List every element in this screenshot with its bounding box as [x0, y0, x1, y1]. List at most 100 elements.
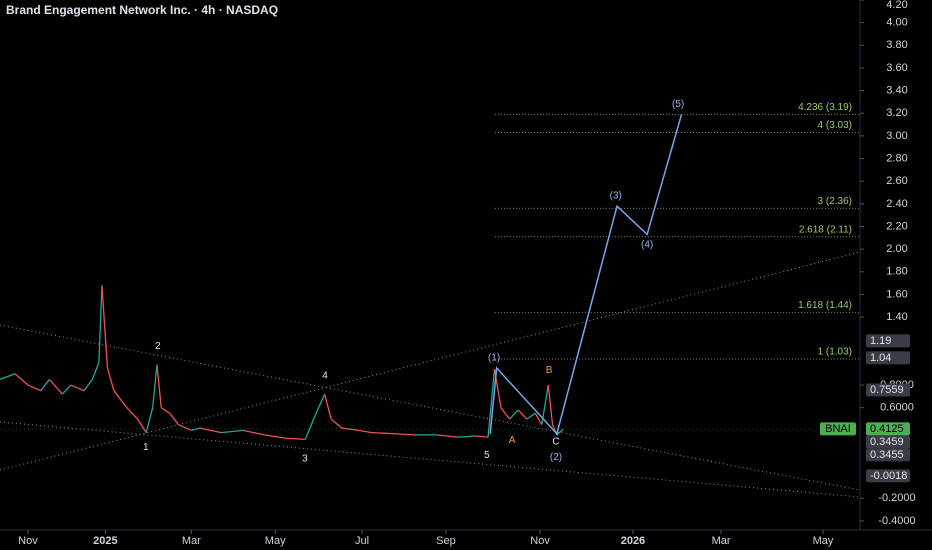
price-segment: [242, 429, 265, 436]
y-tick-label: 1.80: [886, 266, 907, 278]
price-segment: [457, 435, 476, 438]
y-tick-label: -0.4000: [878, 515, 915, 527]
price-segment: [113, 390, 128, 409]
ticker-label: BNAI: [825, 423, 851, 435]
price-segment: [40, 378, 50, 392]
y-tick-label: 3.80: [886, 39, 907, 51]
price-segment: [98, 285, 103, 363]
price-mark-box: [866, 351, 910, 365]
price-segment: [393, 433, 415, 436]
y-tick-label: 2.80: [886, 152, 907, 164]
wave-label: 5: [484, 450, 490, 461]
x-tick-label: Nov: [18, 535, 38, 547]
y-tick-label: 3.40: [886, 85, 907, 97]
price-segment: [14, 373, 29, 386]
price-segment: [106, 367, 115, 391]
price-segment: [475, 435, 489, 438]
price-segment: [487, 369, 496, 438]
x-tick-label: Mar: [182, 535, 201, 547]
price-mark-box: [866, 422, 910, 436]
x-tick-label: May: [813, 535, 834, 547]
price-segment: [0, 373, 16, 380]
price-segment: [48, 378, 63, 395]
y-tick-label: 2.00: [886, 243, 907, 255]
price-mark-box: [866, 435, 910, 449]
price-segment: [526, 412, 536, 420]
price-segment: [315, 393, 326, 414]
wave-label: (1): [488, 353, 500, 364]
price-segment: [199, 427, 222, 434]
price-segment: [70, 384, 85, 392]
price-segment: [27, 384, 42, 392]
price-segment: [137, 418, 147, 433]
price-segment: [500, 407, 511, 420]
price-mark-box: [866, 383, 910, 397]
x-tick-label: Mar: [712, 535, 731, 547]
y-tick-label: 0.6000: [880, 402, 914, 414]
price-segment: [145, 407, 154, 433]
price-mark-label: 1.04: [870, 352, 891, 364]
price-segment: [156, 364, 162, 408]
price-segment: [83, 378, 93, 392]
wave-label: B: [546, 365, 553, 376]
y-tick-label: 1.60: [886, 288, 907, 300]
price-segment: [191, 427, 201, 431]
wave-label: 4: [322, 371, 328, 382]
x-tick-label: Sep: [436, 535, 456, 547]
price-mark-label: 0.3455: [870, 449, 904, 461]
price-segment: [264, 434, 287, 439]
price-segment: [61, 384, 72, 395]
price-mark-label: -0.0018: [870, 470, 907, 482]
x-tick-label: Nov: [530, 535, 550, 547]
price-mark-box: [866, 448, 910, 462]
price-segment: [160, 407, 171, 414]
price-segment: [556, 428, 564, 436]
price-segment: [152, 364, 158, 408]
price-segment: [91, 362, 100, 380]
fib-label: 1.618 (1.44): [798, 300, 852, 311]
wave-label: 1: [143, 442, 149, 453]
wave-label: (4): [641, 239, 653, 250]
price-segment: [221, 429, 244, 434]
wave-label: (3): [610, 191, 622, 202]
wave-line: [489, 114, 683, 436]
price-mark-label: 1.19: [870, 335, 891, 347]
fib-label: 2.618 (2.11): [799, 224, 852, 235]
price-segment: [330, 418, 343, 429]
price-mark-box: [866, 334, 910, 348]
price-segment: [169, 412, 179, 426]
wave-label: C: [552, 436, 559, 447]
y-tick-label: -0.2000: [878, 492, 915, 504]
price-mark-label: 0.4125: [870, 423, 904, 435]
fib-label: 1 (1.03): [818, 347, 852, 358]
price-segment: [304, 413, 317, 440]
ticker-box: [820, 422, 856, 436]
y-tick-label: 2.40: [886, 198, 907, 210]
fib-label: 3 (2.36): [818, 196, 852, 207]
y-tick-label: 1.40: [886, 311, 907, 323]
price-segment: [126, 407, 139, 420]
y-tick-label: 4.20: [886, 0, 907, 11]
fib-label: 4 (3.03): [818, 120, 852, 131]
price-segment: [358, 429, 373, 434]
y-tick-label: 3.20: [886, 107, 907, 119]
y-tick-label: 4.00: [886, 17, 907, 29]
price-segment: [436, 434, 459, 438]
price-segment: [285, 437, 306, 441]
price-segment: [534, 413, 543, 426]
price-segment: [547, 384, 554, 425]
price-mark-label: 0.3459: [870, 436, 904, 448]
price-segment: [341, 427, 360, 431]
price-segment: [324, 393, 332, 420]
price-segment: [178, 424, 192, 431]
y-tick-label: 3.60: [886, 62, 907, 74]
x-tick-label: May: [265, 535, 286, 547]
x-tick-label: 2025: [93, 535, 117, 547]
price-segment: [509, 409, 519, 420]
price-segment: [101, 285, 109, 369]
price-mark-label: 0.7559: [870, 384, 904, 396]
chart-title: Brand Engagement Network Inc. · 4h · NAS…: [6, 3, 278, 17]
price-mark-box: [866, 469, 910, 483]
